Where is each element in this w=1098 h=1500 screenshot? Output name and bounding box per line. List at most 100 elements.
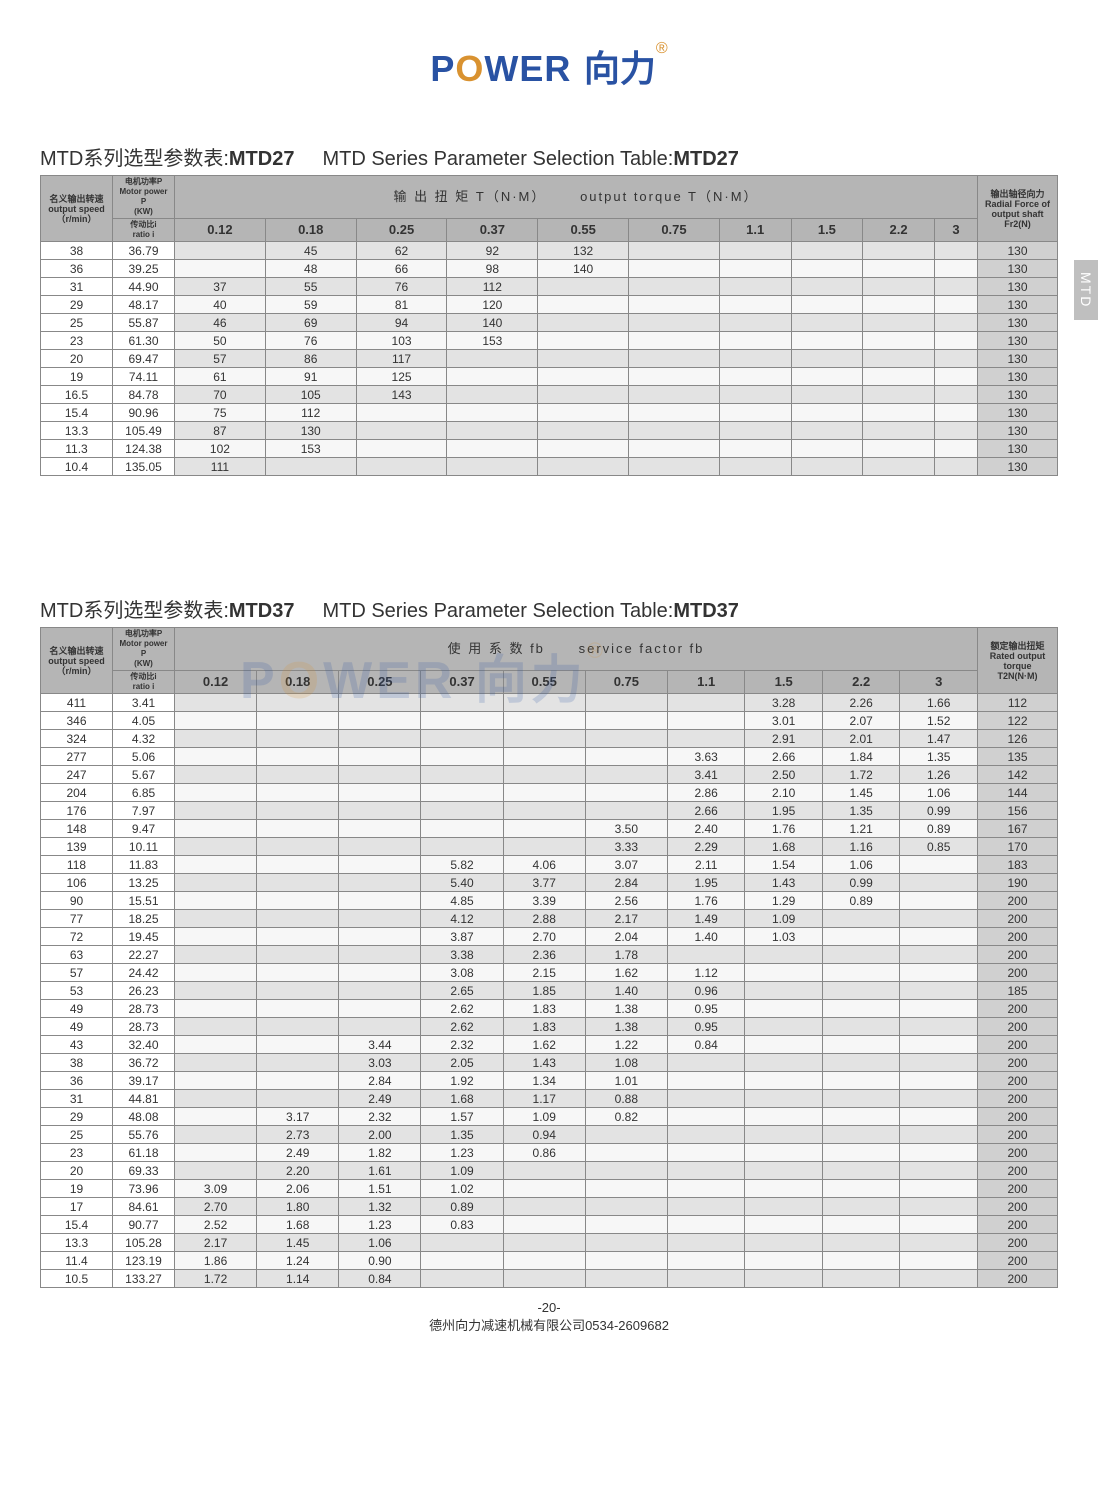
cell [745, 1054, 822, 1072]
cell [257, 766, 339, 784]
cell [863, 278, 935, 296]
cell [822, 1036, 899, 1054]
cell: 1.06 [900, 784, 978, 802]
t1-h-right: 输出轴径向力 Radial Force of output shaft Fr2(… [978, 176, 1058, 242]
cell: 1.06 [339, 1234, 421, 1252]
cell [719, 242, 791, 260]
cell: 10.11 [113, 838, 175, 856]
cell: 1.62 [585, 964, 667, 982]
cell [822, 964, 899, 982]
cell: 1.35 [421, 1126, 503, 1144]
cell: 29 [41, 296, 113, 314]
cell: 1.83 [503, 1000, 585, 1018]
cell [822, 1270, 899, 1288]
cell [900, 1198, 978, 1216]
cell: 98 [447, 260, 538, 278]
cell [667, 730, 744, 748]
cell: 63 [41, 946, 113, 964]
cell [745, 964, 822, 982]
cell [585, 1180, 667, 1198]
cell: 1.86 [175, 1252, 257, 1270]
table-row: 2775.063.632.661.841.35135 [41, 748, 1058, 766]
cell: 200 [978, 1198, 1058, 1216]
cell [667, 694, 744, 712]
cell: 37 [175, 278, 266, 296]
cell [585, 1216, 667, 1234]
cell [175, 838, 257, 856]
cell: 200 [978, 1090, 1058, 1108]
cell: 1.45 [822, 784, 899, 802]
cell [719, 296, 791, 314]
cell [356, 404, 447, 422]
power-col: 0.18 [257, 671, 339, 694]
cell [421, 784, 503, 802]
cell: 32.40 [113, 1036, 175, 1054]
cell: 1.68 [257, 1216, 339, 1234]
cell [175, 784, 257, 802]
cell: 200 [978, 1234, 1058, 1252]
cell [863, 440, 935, 458]
cell: 81 [356, 296, 447, 314]
cell [900, 946, 978, 964]
table-row: 3836.79456292132130 [41, 242, 1058, 260]
cell: 2.20 [257, 1162, 339, 1180]
cell [503, 766, 585, 784]
cell: 1.14 [257, 1270, 339, 1288]
table-row: 1974.116191125130 [41, 368, 1058, 386]
cell [265, 458, 356, 476]
cell: 105.28 [113, 1234, 175, 1252]
cell [339, 802, 421, 820]
cell: 1.38 [585, 1018, 667, 1036]
cell [538, 314, 629, 332]
cell: 18.25 [113, 910, 175, 928]
cell [822, 1108, 899, 1126]
cell [538, 350, 629, 368]
cell: 3.38 [421, 946, 503, 964]
cell: 2.56 [585, 892, 667, 910]
cell: 2.73 [257, 1126, 339, 1144]
cell: 1.26 [900, 766, 978, 784]
cell: 4.32 [113, 730, 175, 748]
cell [934, 404, 977, 422]
cell: 61.18 [113, 1144, 175, 1162]
cell: 3.08 [421, 964, 503, 982]
cell [791, 278, 863, 296]
cell: 200 [978, 910, 1058, 928]
cell: 3.07 [585, 856, 667, 874]
cell [175, 982, 257, 1000]
cell [257, 1090, 339, 1108]
cell: 3.39 [503, 892, 585, 910]
cell: 0.95 [667, 1000, 744, 1018]
cell: 28.73 [113, 1018, 175, 1036]
cell [745, 1216, 822, 1234]
cell [585, 1252, 667, 1270]
table-row: 2361.182.491.821.230.86200 [41, 1144, 1058, 1162]
cell: 200 [978, 1216, 1058, 1234]
cell: 3.33 [585, 838, 667, 856]
cell: 86 [265, 350, 356, 368]
cell [175, 802, 257, 820]
cell [934, 440, 977, 458]
cell: 1.21 [822, 820, 899, 838]
cell [719, 314, 791, 332]
cell [863, 242, 935, 260]
cell: 0.83 [421, 1216, 503, 1234]
cell: 5.82 [421, 856, 503, 874]
cell: 77 [41, 910, 113, 928]
cell: 2.49 [257, 1144, 339, 1162]
t2-h-left1: 名义输出转速 output speed （r/min） [41, 628, 113, 694]
cell [503, 1234, 585, 1252]
side-tab: MTD [1074, 260, 1098, 320]
cell: 73.96 [113, 1180, 175, 1198]
cell: 1.12 [667, 964, 744, 982]
cell [934, 242, 977, 260]
cell [900, 1108, 978, 1126]
cell [339, 928, 421, 946]
cell: 130 [978, 350, 1058, 368]
power-col: 1.5 [791, 219, 863, 242]
cell: 4.85 [421, 892, 503, 910]
table-row: 4113.413.282.261.66112 [41, 694, 1058, 712]
power-col: 1.1 [667, 671, 744, 694]
cell: 2.86 [667, 784, 744, 802]
cell: 4.12 [421, 910, 503, 928]
